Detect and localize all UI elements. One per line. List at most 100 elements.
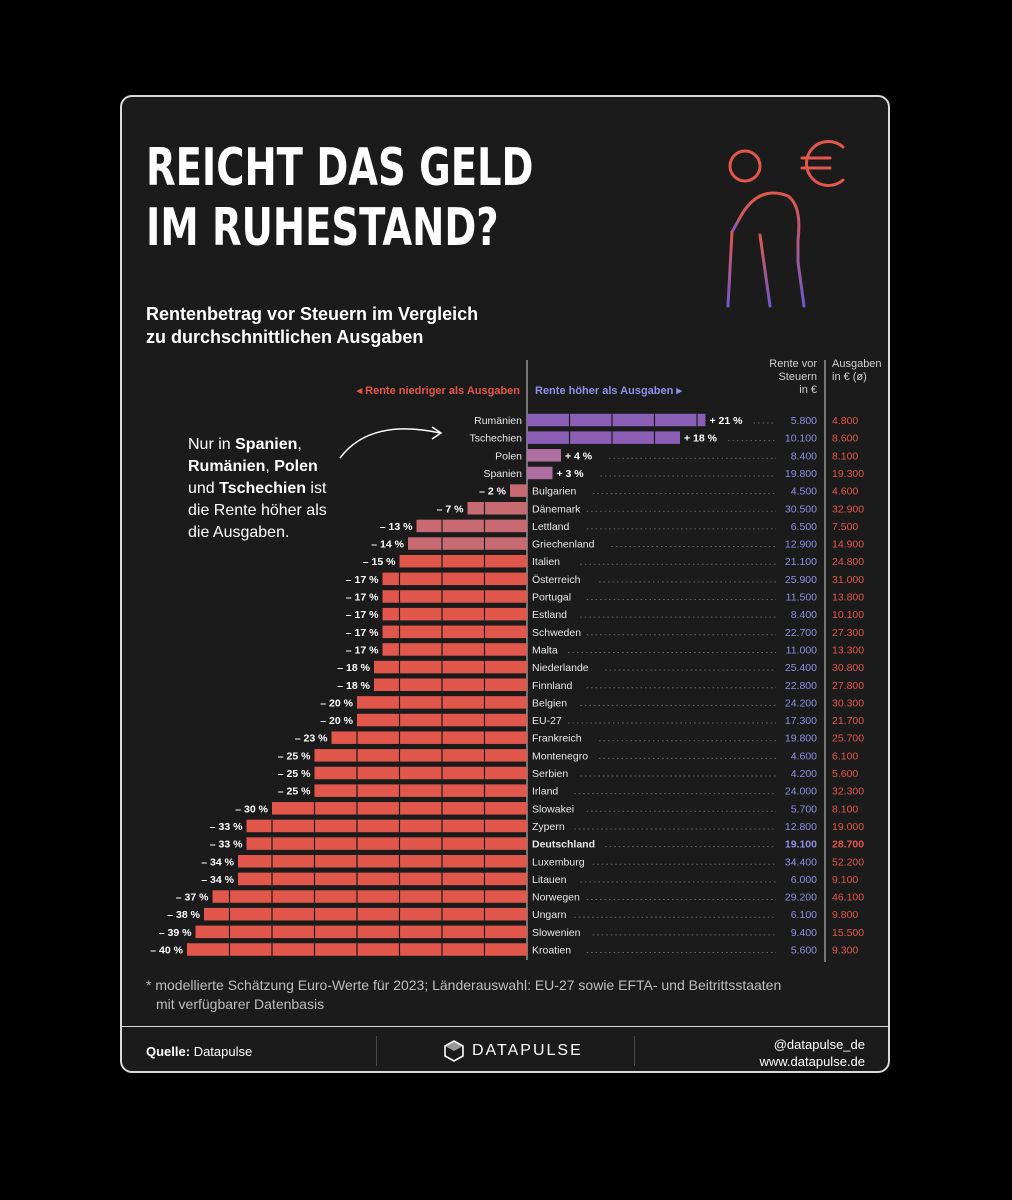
bar [374, 660, 527, 674]
ausgaben-value: 25.700 [832, 733, 864, 745]
value-label: – 17 % [346, 609, 379, 621]
source: Quelle: Datapulse [146, 1044, 252, 1059]
annot-1b: Spanien [235, 436, 298, 453]
annot-3c: ist [305, 480, 327, 497]
rente-value: 4.500 [791, 486, 817, 498]
title-line-1: REICHT DAS GELD [146, 138, 534, 198]
bar [382, 590, 527, 603]
header-rente: Rente vor Steuern in € [769, 358, 817, 397]
annot-5: die Ausgaben. [188, 524, 290, 541]
footer-separator [634, 1036, 635, 1066]
bar [382, 643, 527, 656]
bar [238, 872, 527, 886]
bar [246, 837, 527, 850]
ausgaben-value: 52.200 [832, 856, 864, 868]
rente-value: 11.500 [786, 592, 817, 604]
bar [527, 466, 553, 480]
ausgaben-value: 7.500 [832, 521, 858, 533]
value-label: + 3 % [557, 468, 585, 480]
ausgaben-value: 15.500 [832, 927, 864, 939]
category-label: Litauen [532, 874, 567, 886]
legend-right: Rente höher als Ausgaben ▸ [535, 385, 682, 397]
value-label: – 15 % [363, 556, 396, 568]
ausgaben-value: 9.100 [832, 874, 858, 886]
rente-value: 22.700 [785, 627, 817, 639]
bar [467, 502, 527, 515]
ausgaben-value: 46.100 [832, 892, 864, 904]
category-label: Montenegro [532, 750, 588, 762]
value-label: – 18 % [337, 662, 370, 674]
ausgaben-value: 30.300 [832, 697, 864, 709]
ausgaben-value: 4.600 [832, 486, 858, 498]
rente-value: 21.100 [785, 556, 817, 568]
annotation-arrow-head [431, 426, 443, 440]
footer-divider [121, 1026, 889, 1027]
ausgaben-value: 19.000 [832, 821, 864, 833]
value-label: – 20 % [320, 697, 353, 709]
category-label: Rumänien [474, 415, 522, 427]
rente-value: 12.900 [785, 539, 817, 551]
bar [382, 607, 527, 621]
rente-value: 6.100 [791, 909, 817, 921]
rente-value: 34.400 [785, 856, 817, 868]
website-link[interactable]: www.datapulse.de [759, 1054, 865, 1069]
ausgaben-value: 27.800 [832, 680, 864, 692]
rente-value: 11.000 [786, 644, 817, 656]
bar [527, 449, 561, 462]
bar [238, 855, 527, 868]
rente-value: 24.200 [785, 697, 817, 709]
bar [416, 519, 527, 533]
value-label: – 14 % [371, 539, 404, 551]
rente-value: 5.800 [791, 415, 817, 427]
ausgaben-value: 4.800 [832, 415, 858, 427]
value-label: – 34 % [201, 874, 234, 886]
datapulse-logo-icon [444, 1040, 464, 1062]
bar [399, 554, 527, 568]
page-title: REICHT DAS GELD IM RUHESTAND? [146, 138, 533, 258]
value-label: – 38 % [167, 909, 200, 921]
category-label: Norwegen [532, 892, 580, 904]
value-label: – 2 % [479, 486, 507, 498]
category-label: Slowenien [532, 927, 581, 939]
rente-value: 25.400 [785, 662, 817, 674]
bar [331, 731, 527, 744]
ausgaben-value: 9.300 [832, 945, 858, 957]
ausgaben-value: 28.700 [832, 839, 864, 851]
ausgaben-value: 6.100 [832, 750, 858, 762]
annotation-arrow [339, 428, 441, 459]
ausgaben-value: 27.300 [832, 627, 864, 639]
category-label: Deutschland [532, 839, 595, 851]
footnote-line-1: * modellierte Schätzung Euro-Werte für 2… [146, 977, 782, 993]
rente-value: 5.700 [791, 803, 817, 815]
category-label: EU-27 [532, 715, 562, 727]
header-ausgaben: Ausgaben in € (ø) [832, 358, 882, 384]
bar [314, 766, 527, 780]
ausgaben-value: 8.100 [832, 450, 858, 462]
ausgaben-value: 32.300 [832, 786, 864, 798]
annot-4: die Rente höher als [188, 502, 327, 519]
value-label: – 40 % [150, 945, 183, 957]
social-handle[interactable]: @datapulse_de [773, 1037, 865, 1052]
value-label: – 18 % [337, 680, 370, 692]
ausgaben-value: 13.800 [832, 592, 864, 604]
annot-3a: und [188, 480, 220, 497]
header-ausgaben-line-2: in € (ø) [832, 371, 867, 383]
bar [204, 907, 527, 921]
bar [408, 537, 527, 550]
rente-value: 8.400 [791, 609, 817, 621]
title-line-2: IM RUHESTAND? [146, 198, 499, 258]
value-label: – 17 % [346, 644, 379, 656]
annotation-text: Nur in Spanien, Rumänien, Polen und Tsch… [188, 434, 348, 544]
ausgaben-value: 21.700 [832, 715, 864, 727]
rente-value: 4.200 [791, 768, 817, 780]
bar [195, 925, 527, 939]
brand-name: DATAPULSE [472, 1042, 583, 1059]
annot-2b: , [265, 458, 275, 475]
bar [382, 625, 527, 639]
category-label: Portugal [532, 592, 571, 604]
rente-value: 24.000 [785, 786, 817, 798]
category-label: Griechenland [532, 539, 595, 551]
header-ausgaben-line-1: Ausgaben [832, 358, 882, 370]
value-label: – 39 % [159, 927, 192, 939]
